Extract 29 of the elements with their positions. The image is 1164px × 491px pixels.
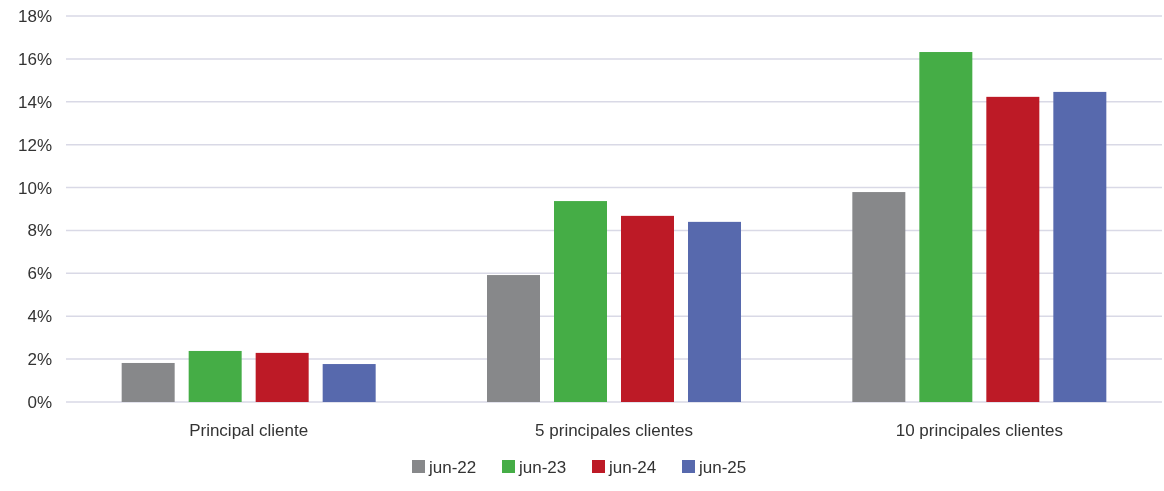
- y-tick-label: 8%: [27, 221, 52, 241]
- x-tick-label: 10 principales clientes: [895, 421, 1063, 440]
- y-tick-label: 10%: [17, 178, 52, 198]
- bar: [621, 215, 674, 402]
- y-tick-label: 16%: [17, 49, 52, 69]
- legend-label: jun-23: [518, 457, 567, 477]
- legend-label: jun-25: [698, 457, 747, 477]
- y-tick-label: 6%: [27, 264, 52, 284]
- y-tick-label: 12%: [17, 135, 52, 155]
- x-tick-label: 5 principales clientes: [535, 421, 693, 440]
- bar: [188, 350, 242, 402]
- bar: [554, 201, 607, 402]
- bar: [487, 275, 540, 402]
- y-tick-label: 18%: [17, 6, 52, 26]
- bar: [852, 192, 906, 402]
- bar: [688, 221, 741, 402]
- bar: [322, 364, 376, 402]
- y-tick-label: 14%: [17, 92, 52, 112]
- x-tick-label: Principal cliente: [189, 421, 309, 440]
- bar: [986, 96, 1040, 402]
- bar: [1053, 91, 1107, 402]
- y-tick-label: 4%: [27, 307, 52, 327]
- legend-label: jun-24: [608, 457, 657, 477]
- bar: [121, 362, 175, 402]
- y-tick-label: 2%: [27, 350, 52, 370]
- legend-label: jun-22: [428, 457, 477, 477]
- bar: [919, 52, 973, 402]
- bar: [255, 352, 309, 402]
- y-tick-label: 0%: [27, 392, 52, 412]
